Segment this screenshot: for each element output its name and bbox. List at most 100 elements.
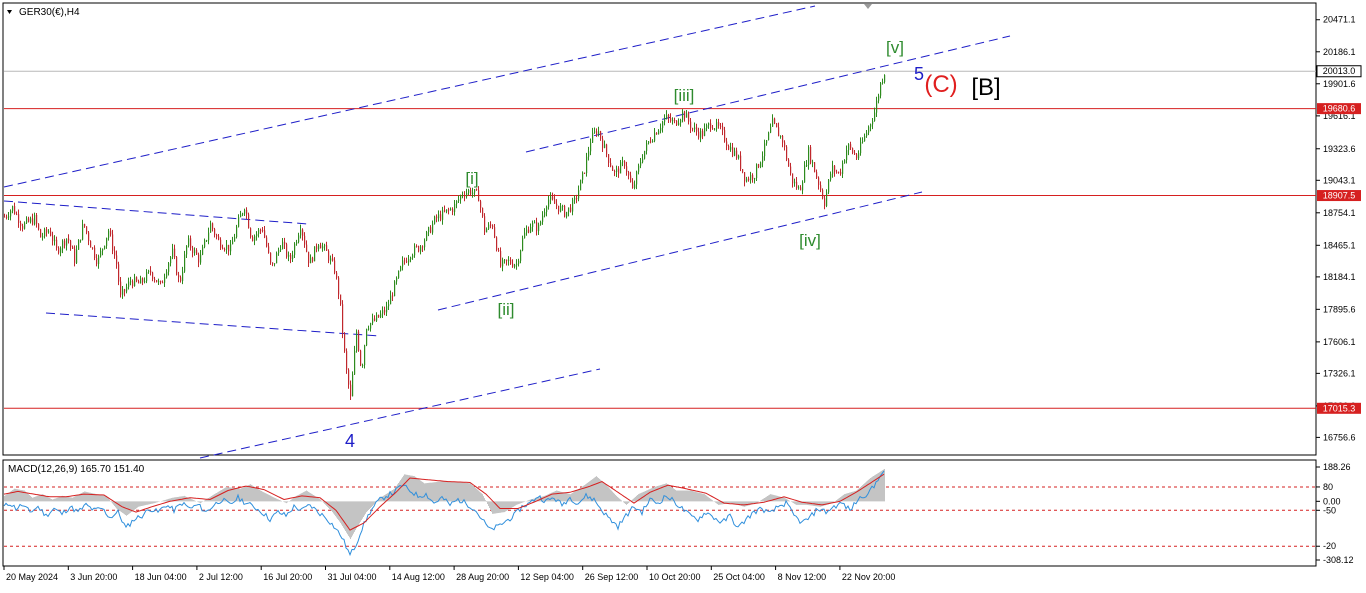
candle-body bbox=[250, 228, 252, 237]
macd-axis-label: 188.26 bbox=[1323, 462, 1351, 472]
candle-body bbox=[676, 120, 678, 126]
macd-axis[interactable]: 188.26 80 0.00-50 -20 -308.12 bbox=[1316, 462, 1354, 565]
candle-body bbox=[442, 210, 444, 220]
candle-body bbox=[302, 229, 304, 236]
candle-body bbox=[742, 168, 744, 173]
candle-body bbox=[470, 190, 472, 195]
candle-body bbox=[126, 286, 128, 292]
candle-body bbox=[790, 166, 792, 174]
candle-body bbox=[150, 270, 152, 273]
candle-body bbox=[802, 182, 804, 191]
candle-body bbox=[774, 118, 776, 124]
candle-body bbox=[362, 365, 364, 367]
candle-body bbox=[118, 264, 120, 282]
candle-body bbox=[740, 155, 742, 169]
candle-body bbox=[540, 221, 542, 225]
candle-body bbox=[380, 313, 382, 318]
candle-body bbox=[120, 281, 122, 295]
candle-body bbox=[564, 205, 566, 217]
candle-body bbox=[776, 123, 778, 128]
candle-body bbox=[596, 131, 598, 135]
candle-body bbox=[836, 171, 838, 173]
candle-body bbox=[600, 131, 602, 139]
candle-body bbox=[634, 184, 636, 189]
time-axis-label: 28 Aug 20:00 bbox=[456, 572, 509, 582]
candle-body bbox=[782, 135, 784, 143]
candle-body bbox=[488, 224, 490, 229]
candle-body bbox=[106, 237, 108, 246]
candle-body bbox=[310, 257, 312, 264]
price-axis-label: 19901.6 bbox=[1323, 79, 1356, 89]
candle-body bbox=[336, 272, 338, 278]
candle-body bbox=[440, 214, 442, 220]
candle-body bbox=[384, 309, 386, 313]
candle-body bbox=[4, 216, 6, 218]
candle-body bbox=[412, 255, 414, 258]
candle-body bbox=[614, 170, 616, 173]
candle-body bbox=[198, 254, 200, 263]
candle-body bbox=[244, 209, 246, 214]
candle-body bbox=[454, 203, 456, 212]
price-axis[interactable]: 20471.1 20186.1 19901.6 19616.1 19323.6 19043… bbox=[1316, 15, 1356, 443]
candle-body bbox=[86, 226, 88, 233]
candle-body bbox=[404, 260, 406, 262]
candle-body bbox=[418, 246, 420, 252]
candle-body bbox=[294, 243, 296, 255]
candle-body bbox=[560, 206, 562, 212]
candle-body bbox=[28, 218, 30, 222]
candle-body bbox=[170, 257, 172, 264]
macd-panel[interactable] bbox=[2, 459, 1317, 567]
candle-body bbox=[856, 154, 858, 159]
candle-body bbox=[134, 277, 136, 287]
candle-body bbox=[660, 127, 662, 131]
candle-body bbox=[884, 75, 886, 82]
candle-body bbox=[862, 141, 864, 143]
candle-body bbox=[114, 250, 116, 256]
candle-body bbox=[390, 295, 392, 305]
candle-body bbox=[434, 216, 436, 224]
candle-body bbox=[874, 112, 876, 121]
candle-body bbox=[644, 150, 646, 159]
candle-body bbox=[406, 261, 408, 263]
candle-body bbox=[278, 249, 280, 254]
candle-body bbox=[214, 229, 216, 235]
candle-body bbox=[260, 229, 262, 231]
candle-body bbox=[658, 130, 660, 135]
triangle-down-icon[interactable] bbox=[7, 10, 12, 14]
candle-body bbox=[866, 132, 868, 137]
time-axis[interactable]: 20 May 2024 3 Jun 20:00 18 Jun 04:00 2 Jul … bbox=[3, 566, 895, 582]
candle-body bbox=[44, 229, 46, 237]
candle-body bbox=[850, 144, 852, 149]
candle-body bbox=[228, 244, 230, 252]
candle-body bbox=[604, 144, 606, 148]
window-shift-marker-icon[interactable] bbox=[864, 4, 872, 9]
candle-body bbox=[724, 130, 726, 142]
candle-body bbox=[446, 209, 448, 212]
time-axis-label: 8 Nov 12:00 bbox=[778, 572, 827, 582]
price-panel[interactable] bbox=[2, 2, 1317, 456]
candle-body bbox=[722, 126, 724, 131]
candle-body bbox=[398, 270, 400, 278]
candle-body bbox=[184, 254, 186, 272]
price-candles bbox=[4, 74, 886, 401]
candle-body bbox=[800, 187, 802, 191]
candle-body bbox=[714, 128, 716, 130]
candle-body bbox=[328, 250, 330, 261]
candle-body bbox=[430, 227, 432, 233]
candle-body bbox=[610, 162, 612, 167]
price-axis-label: 20186.1 bbox=[1323, 47, 1356, 57]
candle-body bbox=[656, 132, 658, 135]
candle-body bbox=[752, 175, 754, 180]
candle-body bbox=[176, 257, 178, 275]
candle-body bbox=[794, 181, 796, 184]
candle-body bbox=[342, 304, 344, 334]
candle-body bbox=[346, 351, 348, 370]
candle-body bbox=[452, 208, 454, 212]
candle-body bbox=[148, 270, 150, 273]
candle-body bbox=[628, 172, 630, 176]
candle-body bbox=[496, 237, 498, 251]
time-axis-label: 12 Sep 04:00 bbox=[520, 572, 574, 582]
candle-body bbox=[710, 123, 712, 129]
